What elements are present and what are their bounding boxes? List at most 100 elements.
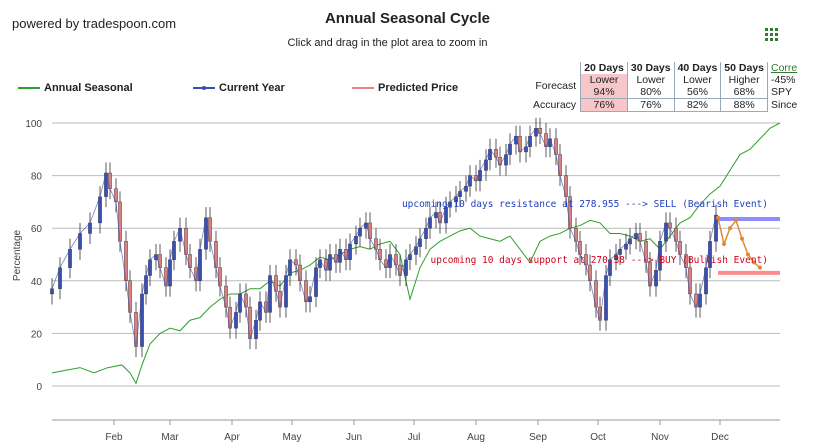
predicted-point xyxy=(734,218,738,223)
candle-body xyxy=(268,275,272,313)
candle-body xyxy=(638,233,642,242)
predicted-point xyxy=(740,236,744,241)
candle-body xyxy=(158,254,162,268)
y-tick-label: 80 xyxy=(31,172,43,183)
menu-grid-icon[interactable] xyxy=(765,28,779,42)
candle-body xyxy=(518,135,522,153)
candle-body xyxy=(168,259,172,287)
series-current-year xyxy=(51,127,717,347)
accuracy-50: 88% xyxy=(720,98,768,112)
predicted-point xyxy=(716,215,720,220)
x-tick-label: Jul xyxy=(408,432,421,443)
candle-body xyxy=(428,217,432,229)
legend-label-predicted: Predicted Price xyxy=(378,82,459,94)
candle-body xyxy=(358,227,362,237)
resistance-annotation: upcoming 10 days resistance at 278.955 -… xyxy=(402,199,768,210)
accuracy-label: Accuracy xyxy=(533,99,577,111)
candle-body xyxy=(328,254,332,271)
legend-swatch-current xyxy=(193,86,215,91)
candle-body xyxy=(508,143,512,155)
candle-body xyxy=(678,241,682,255)
candle-body xyxy=(538,128,542,134)
accuracy-20: 76% xyxy=(580,98,628,112)
col-30-days: 30 Days xyxy=(626,62,675,74)
candle-body xyxy=(298,264,302,281)
candle-body xyxy=(588,264,592,281)
candle-body xyxy=(468,175,472,187)
legend-item-annual[interactable]: Annual Seasonal xyxy=(18,82,133,94)
legend-swatch-annual xyxy=(18,87,40,90)
candle-body xyxy=(208,217,212,242)
candle-body xyxy=(128,280,132,313)
correlation-ticker: SPY xyxy=(771,86,793,99)
forecast-dir-40: Lower xyxy=(673,74,721,86)
x-tick-label: Jun xyxy=(346,432,362,443)
candle-body xyxy=(408,254,412,260)
candle-body xyxy=(378,249,382,260)
col-40-days: 40 Days xyxy=(673,62,721,74)
x-tick-label: Sep xyxy=(529,432,547,443)
candle-body xyxy=(248,306,252,339)
candle-body xyxy=(398,264,402,276)
predicted-point xyxy=(746,252,750,257)
forecast-table: 20 Days 30 Days 40 Days 50 Days Corre Fo… xyxy=(530,62,800,112)
candle-body xyxy=(118,201,122,242)
forecast-pct-40: 56% xyxy=(673,86,721,99)
predicted-point xyxy=(722,241,726,246)
candle-body xyxy=(478,170,482,182)
candle-body xyxy=(688,267,692,295)
accuracy-40: 82% xyxy=(673,98,721,112)
legend-item-predicted[interactable]: Predicted Price xyxy=(352,82,458,94)
powered-by: powered by tradespoon.com xyxy=(12,16,177,31)
forecast-pct-30: 80% xyxy=(626,86,675,99)
forecast-pct-50: 68% xyxy=(720,86,768,99)
col-20-days: 20 Days xyxy=(580,62,628,74)
candle-body xyxy=(698,293,702,308)
candle-body xyxy=(458,191,462,197)
correlation-since: Since xyxy=(771,99,798,111)
y-tick-label: 40 xyxy=(31,277,43,288)
candle-body xyxy=(50,288,54,295)
forecast-label: Forecast xyxy=(535,80,577,93)
y-tick-label: 60 xyxy=(31,224,43,235)
predicted-point xyxy=(758,265,762,270)
candle-body xyxy=(108,172,112,189)
x-tick-label: Aug xyxy=(467,432,485,443)
candle-body xyxy=(418,238,422,247)
forecast-dir-50: Higher xyxy=(720,74,768,86)
forecast-pct-20: 94% xyxy=(580,86,628,99)
x-tick-label: Nov xyxy=(651,432,669,443)
candle-body xyxy=(668,222,672,229)
legend-item-current[interactable]: Current Year xyxy=(193,82,285,94)
predicted-point xyxy=(728,226,732,231)
x-tick-label: Feb xyxy=(105,432,123,443)
candle-body xyxy=(618,249,622,255)
accuracy-30: 76% xyxy=(626,98,675,112)
candle-body xyxy=(348,243,352,260)
predicted-point xyxy=(752,260,756,265)
legend-label-current: Current Year xyxy=(219,82,285,94)
candle-body xyxy=(172,241,176,260)
chart-title: Annual Seasonal Cycle xyxy=(324,10,491,27)
candle-body xyxy=(528,135,532,147)
y-tick-label: 0 xyxy=(36,382,42,393)
candle-body xyxy=(144,275,148,295)
x-tick-label: Dec xyxy=(711,432,729,443)
candle-body xyxy=(198,249,202,282)
candle-body xyxy=(308,296,312,303)
candle-body xyxy=(438,212,442,224)
legend-label-annual: Annual Seasonal xyxy=(44,82,133,94)
candle-body xyxy=(188,254,192,268)
x-tick-label: Apr xyxy=(224,432,240,443)
chart-subtitle: Click and drag in the plot area to zoom … xyxy=(287,37,488,49)
y-tick-label: 20 xyxy=(31,329,43,340)
correlation-link[interactable]: Corre xyxy=(771,62,798,74)
col-50-days: 50 Days xyxy=(720,62,768,74)
x-tick-label: Mar xyxy=(161,432,179,443)
candle-body xyxy=(288,259,292,276)
candle-body xyxy=(578,241,582,255)
candle-body xyxy=(558,154,562,176)
x-tick-label: Oct xyxy=(590,432,606,443)
candle-body xyxy=(368,222,372,239)
